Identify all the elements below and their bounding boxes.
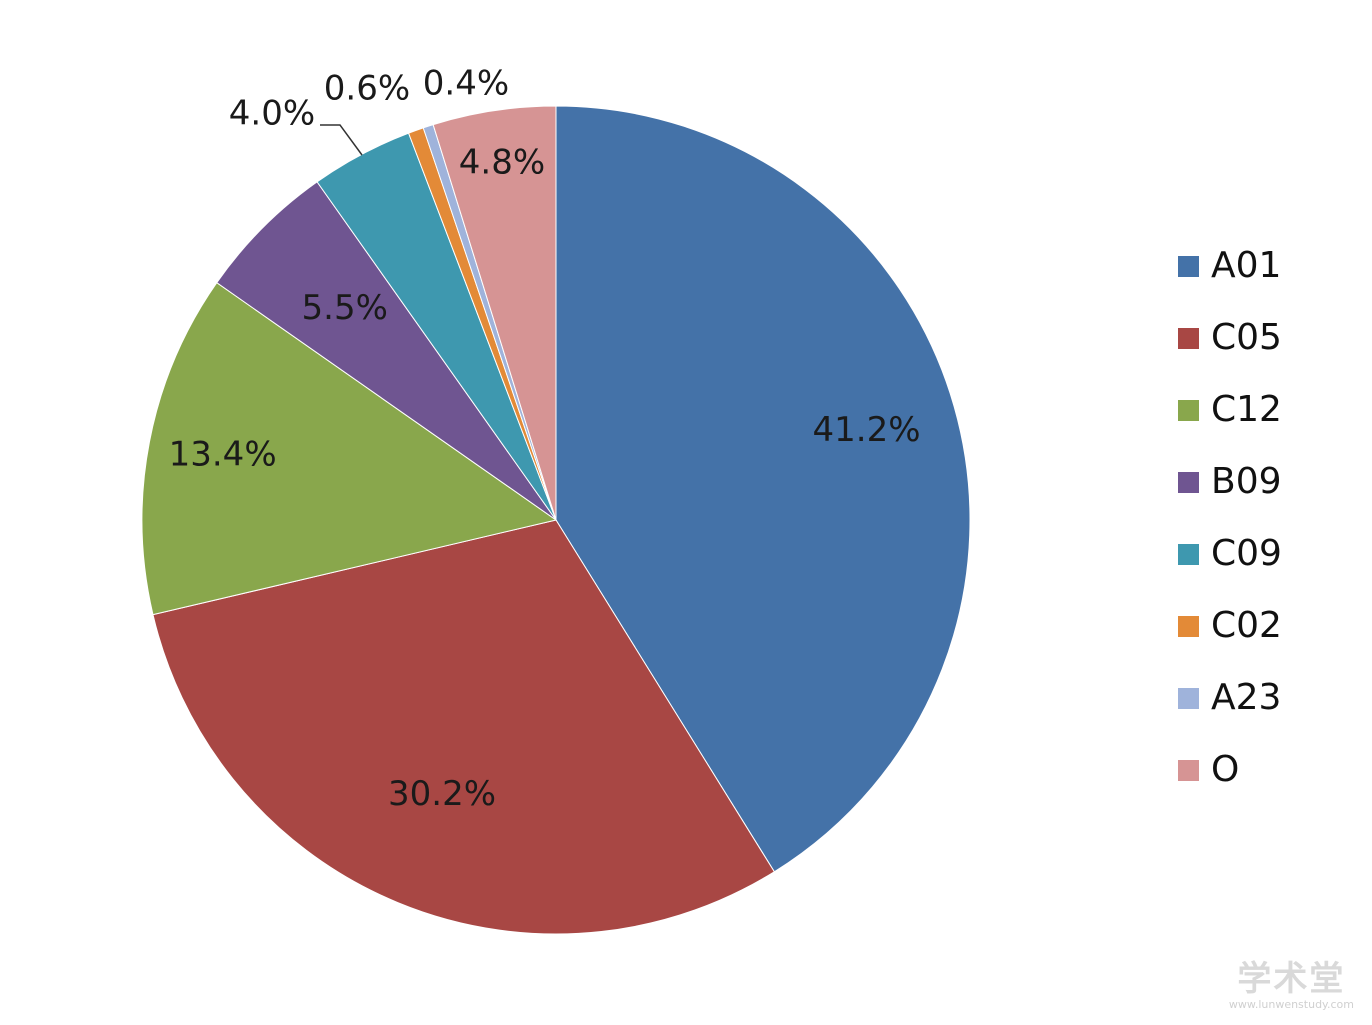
- legend-swatch: [1178, 759, 1199, 781]
- data-label-c12: 13.4%: [169, 434, 277, 474]
- legend-item-c02: C02: [1178, 590, 1348, 662]
- legend-item-a23: A23: [1178, 662, 1348, 734]
- pie-slice-a01: [555, 105, 971, 873]
- legend-item-a01: A01: [1178, 230, 1348, 302]
- legend-swatch: [1178, 255, 1199, 277]
- data-label-c09: 4.0%: [229, 94, 315, 134]
- data-label-a01: 41.2%: [813, 410, 921, 450]
- legend-swatch: [1178, 543, 1199, 565]
- data-label-c02: 0.6%: [324, 69, 410, 109]
- legend-item-c05: C05: [1178, 302, 1348, 374]
- leader-line-c09: [320, 124, 363, 156]
- legend-label: A23: [1211, 677, 1282, 718]
- legend-item-b09: B09: [1178, 446, 1348, 518]
- watermark: 学术堂 www.lunwenstudy.com: [1229, 962, 1354, 1011]
- legend-swatch: [1178, 687, 1199, 709]
- legend-label: O: [1211, 749, 1240, 790]
- pie-slices: [141, 105, 971, 935]
- legend-item-o: O: [1178, 734, 1348, 806]
- data-label-a23: 0.4%: [423, 64, 509, 104]
- legend-item-c09: C09: [1178, 518, 1348, 590]
- legend-swatch: [1178, 399, 1199, 421]
- legend-label: C12: [1211, 389, 1282, 430]
- pie-slice-c05: [152, 519, 776, 935]
- legend-swatch: [1178, 327, 1199, 349]
- legend-label: C09: [1211, 533, 1282, 574]
- data-label-o: 4.8%: [459, 142, 545, 182]
- data-label-c05: 30.2%: [388, 774, 496, 814]
- watermark-url: www.lunwenstudy.com: [1228, 998, 1354, 1011]
- data-labels: 41.2% 30.2% 13.4% 5.5% 4.0%0.6% 0.4% 4.8%: [169, 64, 921, 814]
- legend-label: C02: [1211, 605, 1282, 646]
- legend-swatch: [1178, 471, 1199, 493]
- data-label-b09: 5.5%: [302, 288, 388, 328]
- legend-label: A01: [1211, 245, 1282, 286]
- legend-label: B09: [1211, 461, 1282, 502]
- legend-item-c12: C12: [1178, 374, 1348, 446]
- legend-swatch: [1178, 615, 1199, 637]
- pie-slice-b09: [216, 181, 557, 521]
- legend-label: C05: [1211, 317, 1282, 358]
- legend: A01 C05 C12 B09 C09 C02 A23 O: [1178, 230, 1348, 806]
- watermark-logo: 学术堂: [1237, 959, 1346, 999]
- pie-slice-c12: [141, 281, 558, 616]
- pie-slice-o: [432, 105, 557, 521]
- leader-lines: [320, 124, 363, 156]
